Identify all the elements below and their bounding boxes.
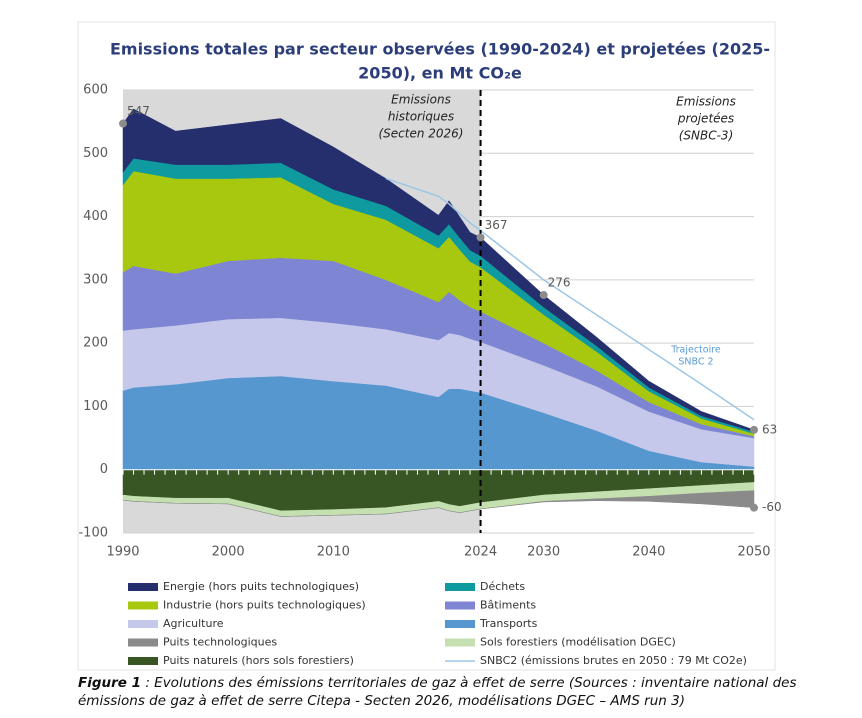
legend-label: Puits technologiques [163, 636, 277, 649]
note-historic: Emissions [391, 93, 451, 107]
legend-label: Agriculture [163, 617, 224, 630]
note-snbc2: SNBC 2 [678, 357, 713, 368]
legend-swatch [128, 601, 158, 610]
chart: Emissions totales par secteur observées … [77, 21, 782, 671]
area-negative [122, 490, 755, 517]
note-projected: (SNBC-3) [679, 129, 734, 143]
legend-swatch [128, 638, 158, 647]
y-tick-label: -100 [78, 526, 108, 541]
caption: Figure 1 : Evolutions des émissions terr… [78, 674, 798, 710]
legend-swatch [128, 583, 158, 591]
y-tick-label: 0 [100, 462, 108, 477]
y-tick-label: 200 [83, 336, 108, 351]
annotation-dot [539, 291, 548, 300]
legend-swatch [445, 620, 475, 628]
x-tick-label: 2024 [464, 545, 497, 560]
legend-label: SNBC2 (émissions brutes en 2050 : 79 Mt … [480, 654, 747, 667]
y-tick-label: 400 [83, 209, 108, 224]
legend-label: Sols forestiers (modélisation DGEC) [480, 636, 676, 649]
annotation-dot [476, 233, 485, 242]
y-tick-label: 500 [83, 146, 108, 161]
annotation-label: 63 [762, 422, 777, 436]
caption-text: : Evolutions des émissions territoriales… [78, 675, 797, 709]
chart-title: Emissions totales par secteur observées … [110, 40, 770, 59]
legend-swatch [128, 620, 158, 628]
caption-label: Figure 1 [78, 675, 142, 691]
x-tick-label: 2030 [527, 545, 560, 560]
annotation-label: 547 [127, 104, 150, 118]
note-historic: historiques [388, 110, 454, 124]
annotation-label: 276 [548, 276, 571, 290]
legend-swatch [445, 638, 475, 647]
note-projected: projetées [677, 112, 734, 126]
x-tick-label: 2040 [632, 545, 665, 560]
legend-swatch [445, 601, 475, 610]
annotation-dot [119, 119, 127, 128]
legend-swatch [128, 657, 158, 665]
annotation-dot [750, 425, 758, 434]
note-historic: (Secten 2026) [378, 127, 463, 141]
note-projected: Emissions [676, 95, 736, 109]
annotation-label: 367 [485, 218, 508, 232]
legend-swatch [445, 583, 475, 591]
note-snbc2: Trajectoire [670, 345, 721, 356]
legend-label: Déchets [480, 580, 525, 593]
legend-label: Puits naturels (hors sols forestiers) [163, 654, 354, 667]
chart-title: 2050), en Mt CO₂e [358, 64, 522, 83]
annotation-dot [750, 503, 758, 512]
x-tick-label: 2010 [317, 545, 350, 560]
legend-label: Industrie (hors puits technologiques) [163, 599, 366, 612]
y-tick-label: 300 [83, 272, 108, 287]
y-tick-label: 600 [83, 83, 108, 98]
x-tick-label: 1990 [106, 545, 139, 560]
legend-label: Transports [479, 617, 538, 630]
legend-label: Energie (hors puits technologiques) [163, 580, 359, 593]
legend-label: Bâtiments [480, 599, 536, 612]
x-tick-label: 2050 [737, 545, 770, 560]
x-tick-label: 2000 [212, 545, 245, 560]
y-tick-label: 100 [83, 399, 108, 414]
annotation-label: -60 [762, 500, 782, 514]
